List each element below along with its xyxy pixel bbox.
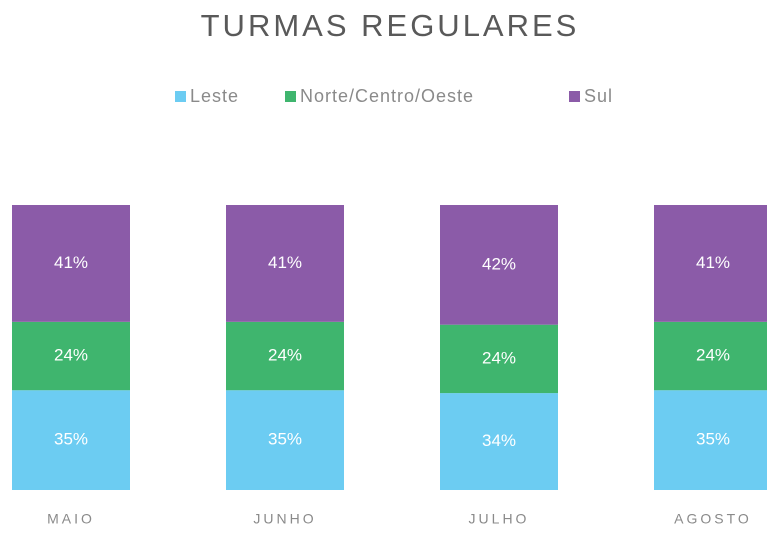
- bar-segment: [654, 390, 767, 490]
- legend-swatch: [569, 91, 580, 102]
- x-tick-label: AGOSTO: [674, 511, 752, 527]
- x-tick-label: JULHO: [469, 511, 530, 527]
- bar-segment: [654, 321, 767, 391]
- legend-label: Norte/Centro/Oeste: [300, 86, 474, 106]
- bar-segment: [12, 321, 130, 391]
- bar-segment: [226, 205, 344, 322]
- value-label: 41%: [268, 253, 302, 272]
- legend-label: Sul: [584, 86, 613, 106]
- bar-segment: [226, 390, 344, 490]
- x-tick-label: MAIO: [47, 511, 95, 527]
- bar-segment: [440, 393, 558, 490]
- value-label: 24%: [268, 346, 302, 365]
- value-label: 35%: [54, 430, 88, 449]
- bar-segment: [226, 321, 344, 391]
- bar-segment: [12, 205, 130, 322]
- bar-segment: [440, 324, 558, 394]
- value-label: 24%: [54, 346, 88, 365]
- bar-segment: [12, 390, 130, 490]
- legend-swatch: [175, 91, 186, 102]
- legend-label: Leste: [190, 86, 239, 106]
- value-label: 34%: [482, 431, 516, 450]
- value-label: 41%: [54, 253, 88, 272]
- legend-swatch: [285, 91, 296, 102]
- value-label: 24%: [696, 346, 730, 365]
- value-label: 42%: [482, 254, 516, 273]
- bar-segment: [440, 205, 558, 325]
- chart-title: TURMAS REGULARES: [201, 8, 580, 43]
- bar-segment: [654, 205, 767, 322]
- value-label: 24%: [482, 348, 516, 367]
- x-tick-label: JUNHO: [253, 511, 316, 527]
- value-label: 41%: [696, 253, 730, 272]
- value-label: 35%: [268, 430, 302, 449]
- value-label: 35%: [696, 430, 730, 449]
